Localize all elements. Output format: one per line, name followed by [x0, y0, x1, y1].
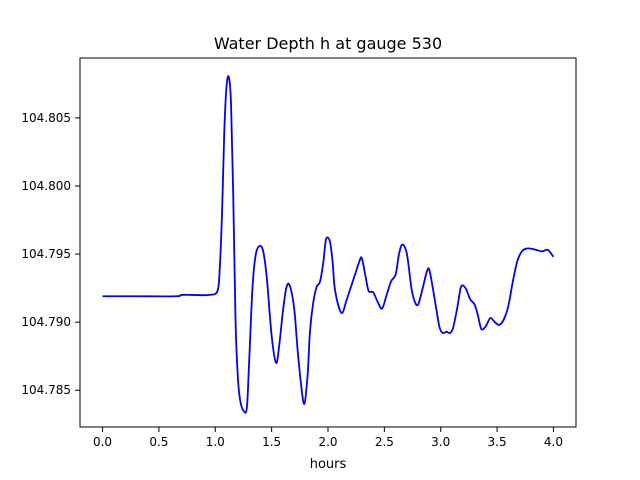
x-tick-label: 3.5: [488, 435, 507, 449]
y-tick-label: 104.805: [21, 111, 71, 125]
x-axis-label: hours: [310, 457, 347, 472]
x-tick-label: 0.5: [149, 435, 168, 449]
series-line-water-depth: [102, 75, 555, 414]
y-axis-ticks: 104.785 104.790 104.795 104.800 104.805: [21, 111, 80, 397]
y-tick-label: 104.795: [21, 247, 71, 261]
y-tick-label: 104.790: [21, 315, 71, 329]
x-tick-label: 1.5: [262, 435, 281, 449]
x-tick-label: 2.5: [375, 435, 394, 449]
x-tick-label: 3.0: [431, 435, 450, 449]
x-tick-label: 2.0: [318, 435, 337, 449]
x-axis-ticks: 0.0 0.5 1.0 1.5 2.0 2.5 3.0 3.5 4.0: [93, 427, 563, 449]
y-tick-label: 104.785: [21, 383, 71, 397]
y-tick-label: 104.800: [21, 179, 71, 193]
chart-title: Water Depth h at gauge 530: [214, 34, 442, 53]
x-tick-label: 0.0: [93, 435, 112, 449]
x-tick-label: 1.0: [206, 435, 225, 449]
x-tick-label: 4.0: [544, 435, 563, 449]
